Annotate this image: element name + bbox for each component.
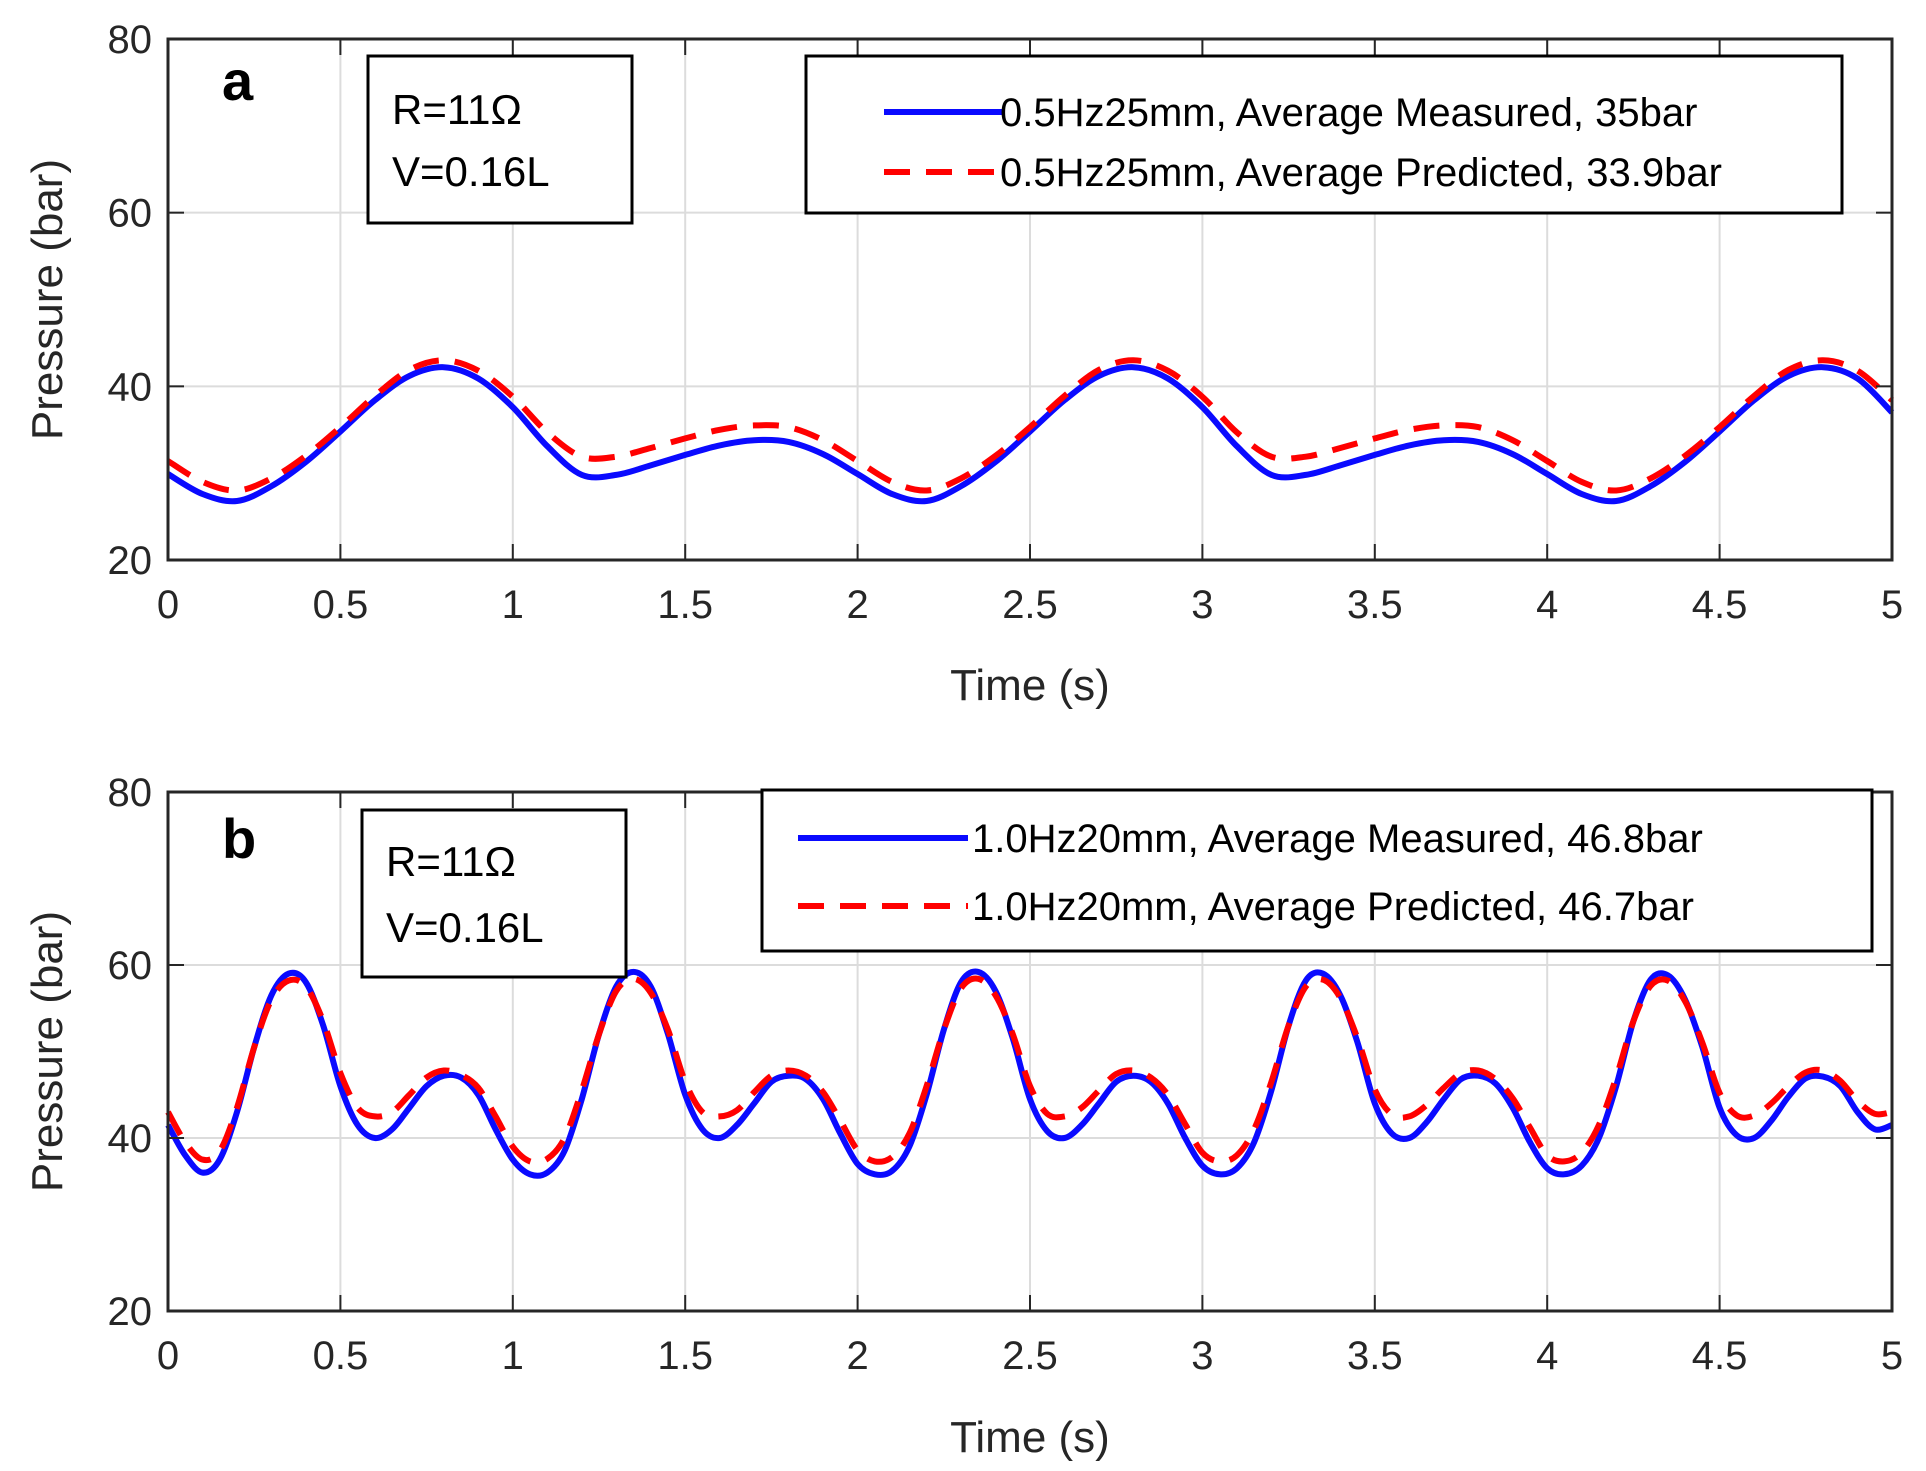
annotation-volume: V=0.16L — [386, 904, 544, 951]
x-tick-label: 0.5 — [313, 583, 369, 627]
x-tick-label: 3.5 — [1347, 1334, 1403, 1378]
panel-b: 0 0.5 1 1.5 2 2.5 3 3.5 4 4.5 5 20 40 60 80 b Time (s)… — [23, 771, 1903, 1462]
y-tick-label: 40 — [108, 365, 153, 409]
x-tick-label: 2 — [846, 1334, 868, 1378]
x-tick-label: 4 — [1536, 583, 1558, 627]
x-tick-label: 2.5 — [1002, 1334, 1058, 1378]
x-tick-label: 3 — [1191, 1334, 1213, 1378]
legend: 0.5Hz25mm, Average Measured, 35bar 0.5Hz… — [804, 54, 1844, 215]
predicted-series-line — [166, 357, 1894, 494]
x-tick-label: 1.5 — [657, 1334, 713, 1378]
x-tick-label: 4.5 — [1692, 1334, 1748, 1378]
x-axis-label: Time (s) — [950, 661, 1110, 710]
annotation-box: R=11Ω V=0.16L — [366, 54, 634, 225]
y-axis-label: Pressure (bar) — [23, 159, 72, 440]
legend: 1.0Hz20mm, Average Measured, 46.8bar 1.0… — [760, 788, 1874, 953]
predicted-series-line — [165, 975, 1893, 1166]
x-tick-label: 5 — [1881, 1334, 1903, 1378]
annotation-volume: V=0.16L — [392, 148, 550, 195]
legend-measured-label: 1.0Hz20mm, Average Measured, 46.8bar — [972, 817, 1703, 861]
x-tick-label: 0.5 — [313, 1334, 369, 1378]
y-tick-label: 60 — [108, 944, 153, 988]
measured-series-line — [166, 364, 1895, 505]
x-tick-label: 4.5 — [1692, 583, 1748, 627]
legend-measured-label: 0.5Hz25mm, Average Measured, 35bar — [1000, 91, 1697, 135]
panel-label: a — [222, 49, 254, 112]
annotation-resistance: R=11Ω — [386, 838, 516, 885]
x-tick-label: 1.5 — [657, 583, 713, 627]
x-tick-label: 2.5 — [1002, 583, 1058, 627]
legend-predicted-label: 1.0Hz20mm, Average Predicted, 46.7bar — [972, 885, 1694, 929]
panel-a: 0 0.5 1 1.5 2 2.5 3 3.5 4 4.5 5 20 40 60 80 a Time (s)… — [23, 18, 1903, 710]
legend-predicted-label: 0.5Hz25mm, Average Predicted, 33.9bar — [1000, 151, 1722, 195]
x-tick-label: 1 — [502, 583, 524, 627]
y-tick-label: 80 — [108, 18, 153, 62]
x-tick-label: 5 — [1881, 583, 1903, 627]
x-tick-label: 0 — [157, 583, 179, 627]
y-tick-label: 60 — [108, 192, 153, 236]
y-tick-label: 20 — [108, 539, 153, 583]
y-tick-label: 40 — [108, 1117, 153, 1161]
y-axis-label: Pressure (bar) — [23, 911, 72, 1192]
y-tick-label: 20 — [108, 1290, 153, 1334]
x-tick-label: 2 — [846, 583, 868, 627]
x-axis-label: Time (s) — [950, 1413, 1110, 1462]
x-tick-label: 0 — [157, 1334, 179, 1378]
y-tick-label: 80 — [108, 771, 153, 815]
annotation-box: R=11Ω V=0.16L — [360, 808, 628, 979]
x-tick-label: 4 — [1536, 1334, 1558, 1378]
x-tick-label: 1 — [502, 1334, 524, 1378]
measured-series-line — [165, 968, 1893, 1179]
panel-label: b — [222, 807, 256, 870]
x-tick-label: 3 — [1191, 583, 1213, 627]
x-tick-label: 3.5 — [1347, 583, 1403, 627]
annotation-resistance: R=11Ω — [392, 86, 522, 133]
